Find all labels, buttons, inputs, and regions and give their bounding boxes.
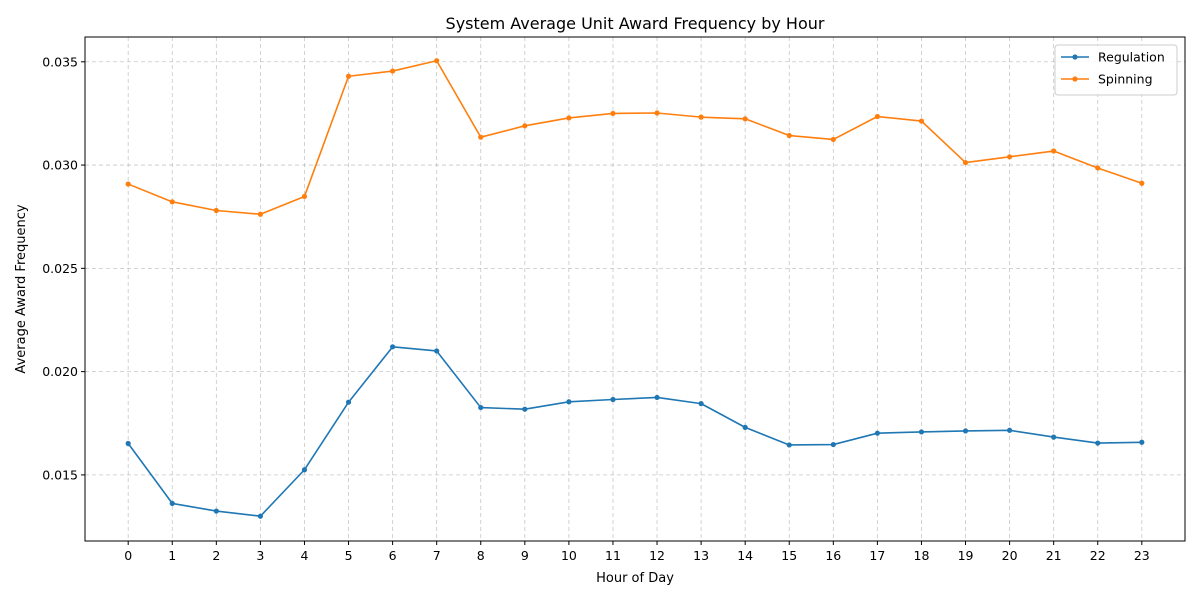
data-point-regulation	[654, 394, 660, 401]
data-point-spinning	[962, 159, 969, 166]
data-point-regulation	[390, 344, 396, 350]
x-tick-label: 15	[781, 548, 797, 563]
x-tick-label: 2	[212, 548, 220, 563]
data-point-regulation	[1051, 434, 1057, 440]
axis-ticks: 0 1 2 3 4 5 6 7 8 9 10 11 12 13 14 15 16 17 18 19 20 21 22 230.…	[42, 54, 1150, 563]
data-point-spinning	[213, 207, 219, 214]
x-tick-label: 23	[1134, 548, 1150, 563]
data-point-spinning	[786, 132, 792, 139]
data-point-regulation	[345, 399, 352, 405]
data-point-spinning	[125, 181, 131, 187]
data-point-spinning	[169, 199, 175, 205]
series-line-regulation	[127, 346, 1142, 518]
y-tick-label: 0.025	[42, 261, 78, 276]
data-point-regulation	[742, 424, 748, 430]
x-tick-label: 16	[825, 548, 841, 563]
data-point-spinning	[918, 118, 925, 124]
data-point-regulation	[213, 508, 219, 514]
x-tick-label: 0	[124, 548, 132, 563]
data-point-spinning	[1139, 180, 1145, 186]
data-point-spinning	[301, 193, 308, 200]
data-point-regulation	[918, 429, 925, 435]
x-tick-label: 11	[605, 548, 621, 563]
x-tick-label: 17	[869, 548, 885, 563]
x-tick-label: 7	[433, 548, 441, 563]
series-spinning	[125, 58, 1145, 217]
data-point-regulation	[1095, 440, 1101, 446]
data-point-spinning	[654, 110, 660, 116]
data-point-spinning	[1095, 165, 1101, 171]
data-point-regulation	[830, 441, 836, 448]
data-point-spinning	[345, 73, 352, 79]
x-tick-label: 21	[1046, 548, 1062, 563]
x-tick-label: 14	[737, 548, 753, 563]
x-tick-label: 19	[958, 548, 974, 563]
y-tick-label: 0.020	[42, 364, 78, 379]
y-axis-label: Average Award Frequency	[14, 204, 29, 373]
data-point-regulation	[566, 399, 572, 405]
data-point-spinning	[478, 134, 484, 140]
x-tick-label: 20	[1002, 548, 1018, 563]
data-point-spinning	[874, 113, 880, 120]
x-tick-label: 13	[693, 548, 709, 563]
data-point-spinning	[257, 211, 264, 217]
data-point-spinning	[566, 115, 572, 121]
data-point-regulation	[962, 428, 969, 434]
data-point-regulation	[125, 440, 131, 447]
x-tick-label: 4	[300, 548, 308, 563]
data-point-regulation	[1139, 439, 1145, 445]
grid-lines	[85, 37, 1185, 541]
data-point-regulation	[478, 404, 484, 411]
x-axis-label: Hour of Day	[596, 571, 674, 586]
x-tick-label: 6	[389, 548, 397, 563]
data-point-regulation	[301, 467, 308, 473]
x-tick-label: 10	[561, 548, 577, 563]
series-line-spinning	[127, 59, 1143, 216]
plot-frame	[84, 36, 1186, 542]
x-tick-label: 12	[649, 548, 665, 563]
data-point-regulation	[610, 396, 616, 403]
x-tick-label: 1	[168, 548, 176, 563]
x-tick-label: 3	[256, 548, 264, 563]
data-point-regulation	[522, 406, 528, 412]
legend-label-regulation: Regulation	[1098, 50, 1165, 65]
y-tick-label: 0.030	[42, 158, 78, 173]
series-layer	[125, 58, 1145, 519]
y-tick-label: 0.035	[42, 54, 78, 69]
data-point-regulation	[169, 500, 175, 507]
series-regulation	[125, 344, 1145, 519]
legend-label-spinning: Spinning	[1098, 72, 1153, 87]
data-point-spinning	[522, 123, 528, 129]
x-tick-label: 5	[345, 548, 353, 563]
data-point-spinning	[698, 114, 704, 120]
x-tick-label: 9	[521, 548, 529, 563]
data-point-spinning	[390, 68, 396, 74]
legend: Regulation Spinning	[1054, 44, 1178, 96]
data-point-spinning	[434, 58, 440, 64]
data-point-regulation	[698, 401, 704, 407]
data-point-spinning	[830, 136, 836, 143]
data-point-spinning	[1051, 148, 1057, 154]
x-tick-label: 18	[914, 548, 930, 563]
x-tick-label: 8	[477, 548, 485, 563]
data-point-regulation	[874, 430, 880, 436]
data-point-regulation	[257, 513, 264, 519]
data-point-spinning	[1006, 154, 1013, 160]
legend-marker-regulation	[1072, 54, 1078, 60]
legend-marker-spinning	[1072, 76, 1078, 82]
x-tick-label: 22	[1090, 548, 1106, 563]
data-point-spinning	[610, 110, 616, 117]
y-tick-label: 0.015	[42, 467, 78, 482]
chart-title: System Average Unit Award Frequency by H…	[446, 14, 825, 33]
data-point-spinning	[742, 116, 748, 122]
data-point-regulation	[434, 348, 440, 354]
data-point-regulation	[1006, 427, 1013, 433]
data-point-regulation	[786, 442, 792, 448]
